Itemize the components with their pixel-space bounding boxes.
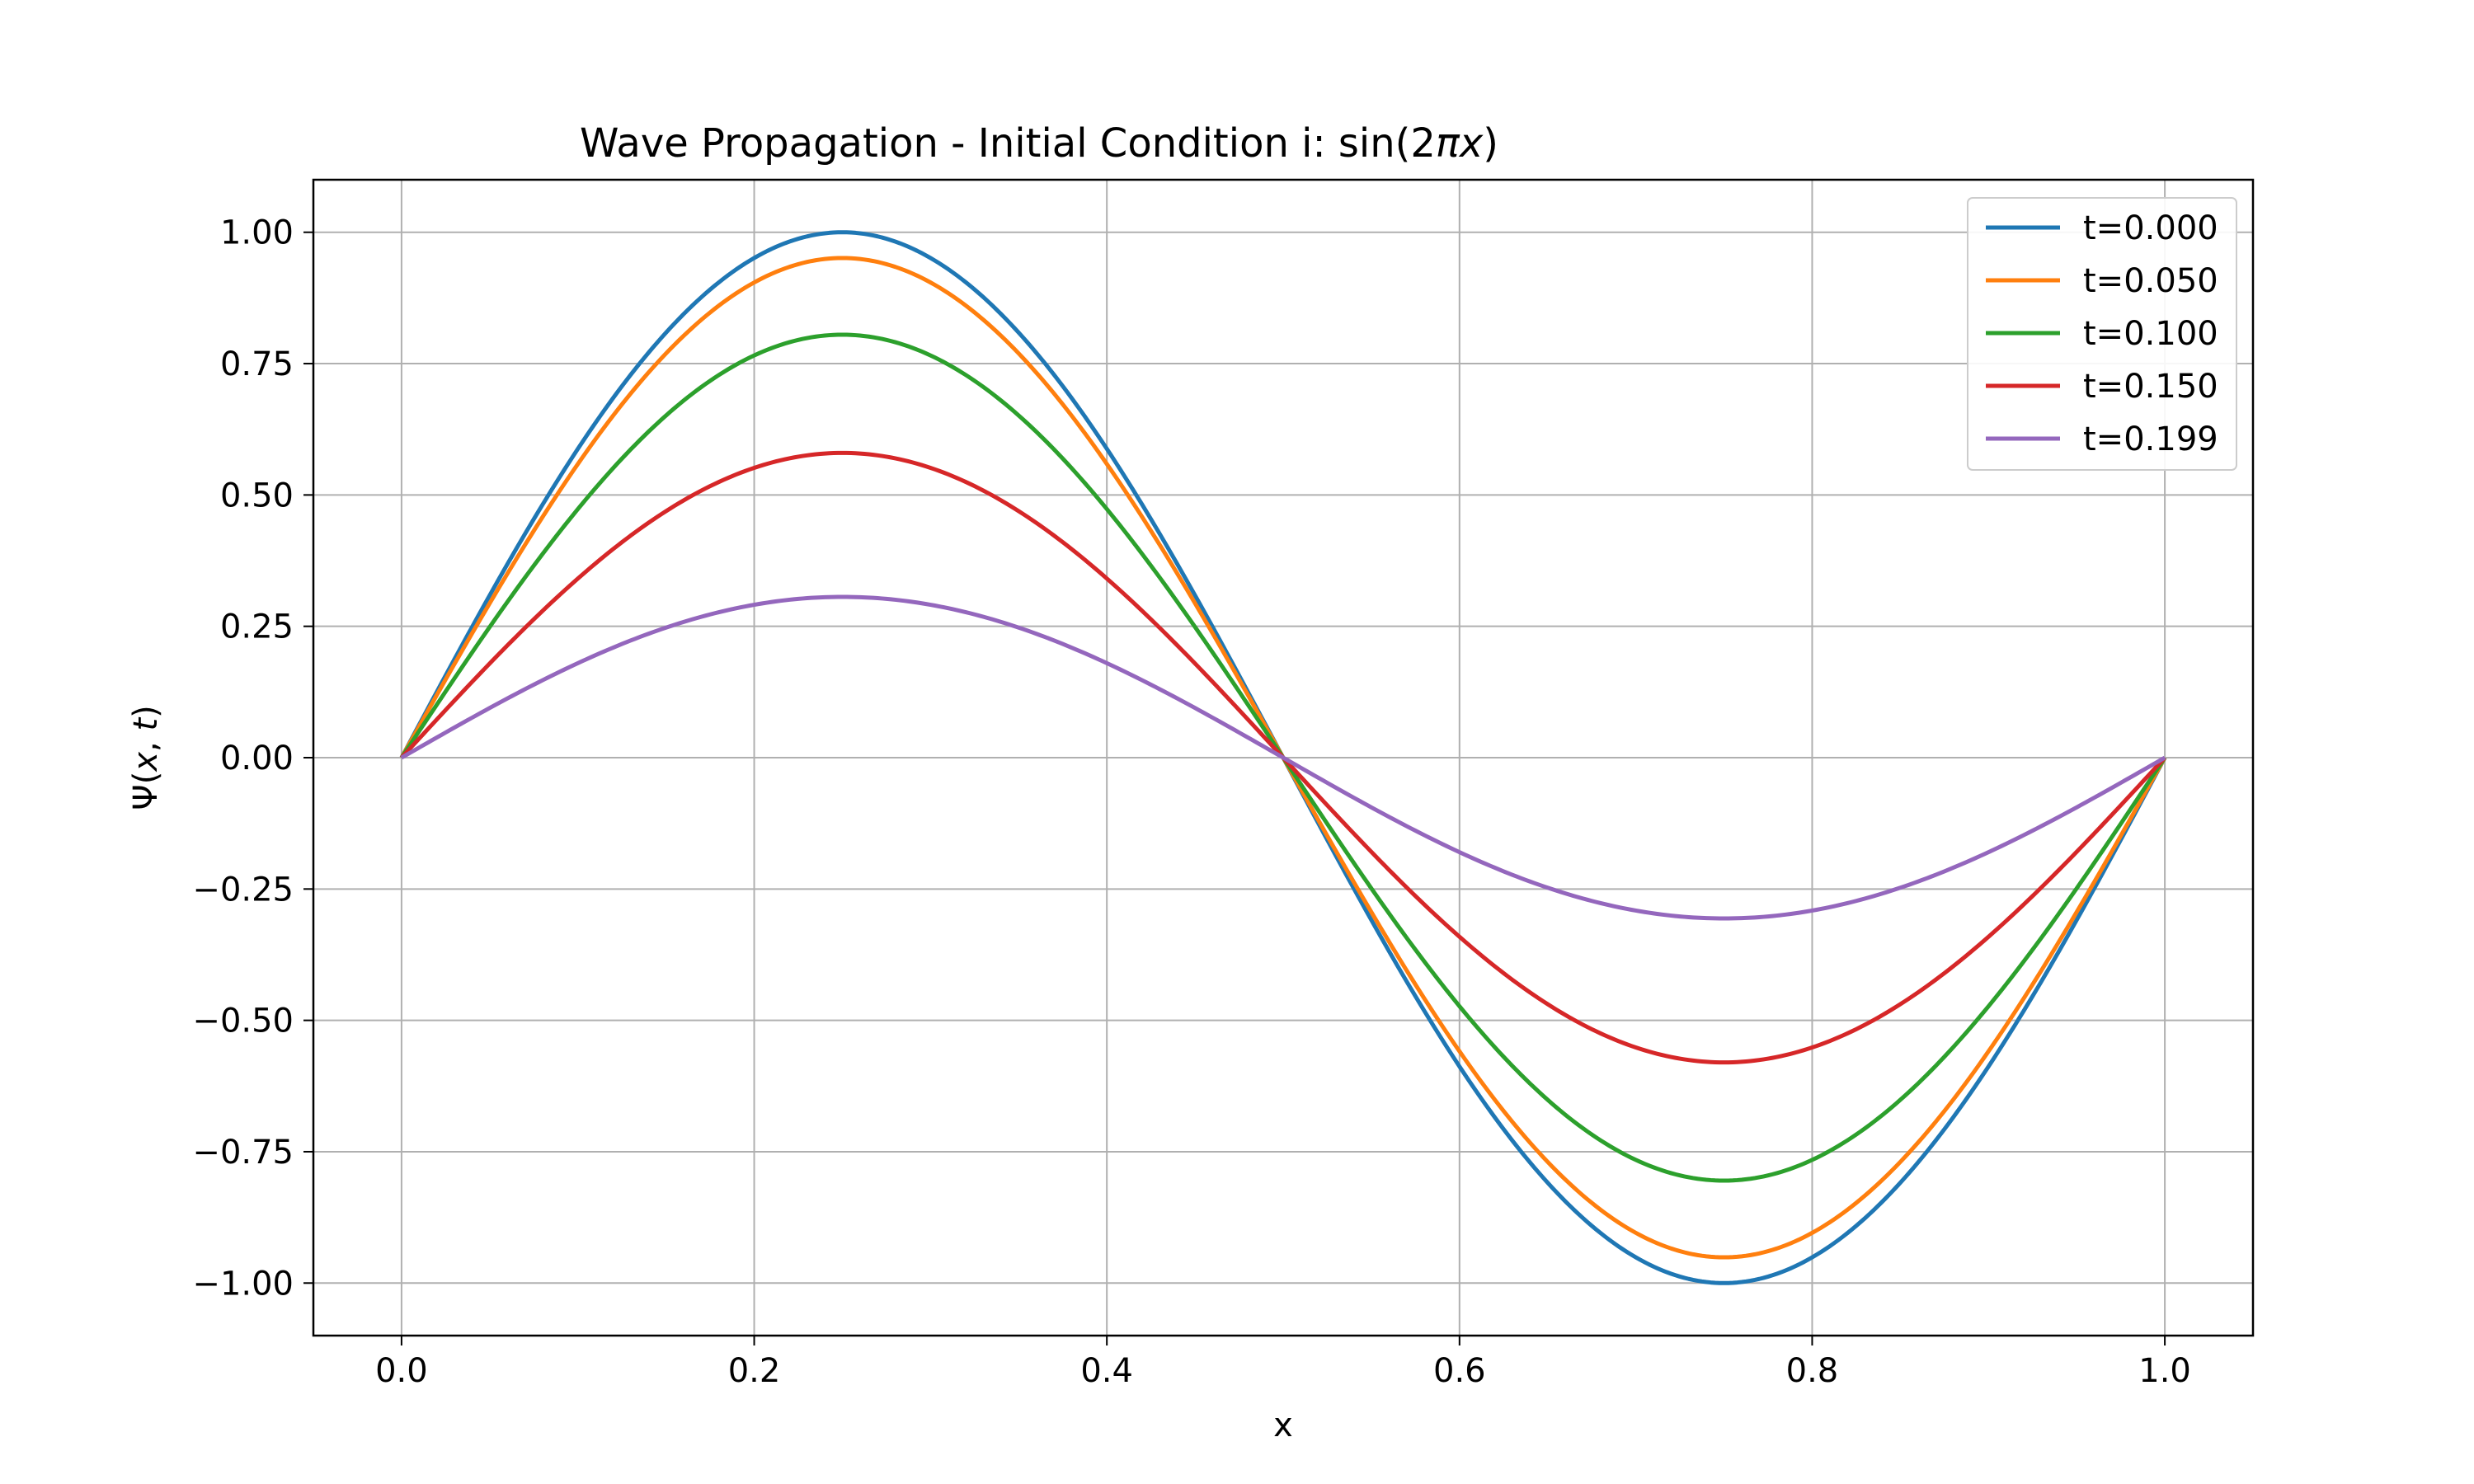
legend-items: t=0.000 t=0.050 t=0.100 t=0.150 t=0.199 [1986,209,2218,458]
legend-label: t=0.150 [2083,368,2218,406]
x-tick-label: 0.4 [1080,1352,1133,1390]
legend-label: t=0.100 [2083,315,2218,353]
y-tick-label: −0.50 [192,1003,294,1040]
x-axis-label: x [1273,1407,1293,1444]
x-tick-label: 0.6 [1433,1352,1486,1390]
x-tick-label: 0.0 [375,1352,428,1390]
series-line-0199 [400,594,2166,921]
y-label-psi: Ψ( [127,772,165,810]
series-lines [399,230,2167,1285]
axis-ticks: 0.0 0.2 0.4 0.6 0.8 1.0 1.00 0.75 0.50 0.25 0.00 −0… [192,214,2190,1390]
y-tick-label: −1.00 [192,1265,294,1303]
y-label-x: x [127,752,165,773]
y-tick-label: 0.50 [220,477,294,514]
legend-label: t=0.199 [2083,420,2218,458]
legend-box [1967,197,2237,471]
legend-label: t=0.050 [2083,262,2218,300]
y-label-t: t [127,717,165,731]
chart-title-pi: π [1436,120,1460,167]
legend-label: t=0.000 [2083,209,2218,247]
y-tick-label: 0.00 [220,740,294,777]
chart-title-suffix: ) [1483,120,1498,167]
y-tick-label: −0.25 [192,871,294,909]
chart-title: Wave Propagation - Initial Condition i: … [580,120,1498,167]
y-tick-label: 1.00 [220,214,294,252]
y-tick-label: 0.25 [220,608,294,646]
chart-title-x: x [1458,120,1484,167]
x-tick-label: 1.0 [2138,1352,2191,1390]
y-label-close: ) [127,705,165,718]
y-axis-label: Ψ(x, t) [127,705,165,810]
y-tick-label: −0.75 [192,1134,294,1172]
y-label-sep: , [127,731,165,752]
y-tick-label: 0.75 [220,345,294,383]
x-tick-label: 0.8 [1786,1352,1839,1390]
chart-title-prefix: Wave Propagation - Initial Condition i: … [580,120,1436,167]
legend: t=0.000 t=0.050 t=0.100 t=0.150 t=0.199 [1967,197,2237,471]
x-tick-label: 0.2 [728,1352,781,1390]
